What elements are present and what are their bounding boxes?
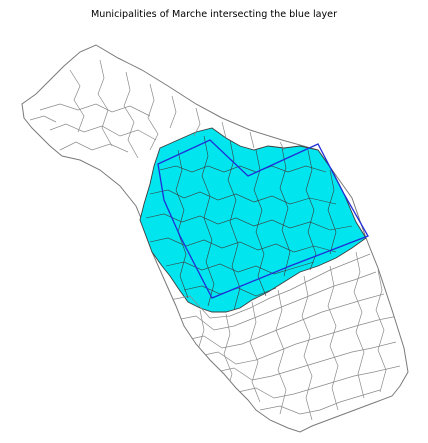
- intersecting-municipalities: [139, 127, 367, 313]
- intersecting-borders: [145, 135, 353, 311]
- municipality-borders: [29, 59, 401, 421]
- map-title: Municipalities of Marche intersecting th…: [90, 9, 338, 20]
- blue-layer-outline: [157, 139, 369, 299]
